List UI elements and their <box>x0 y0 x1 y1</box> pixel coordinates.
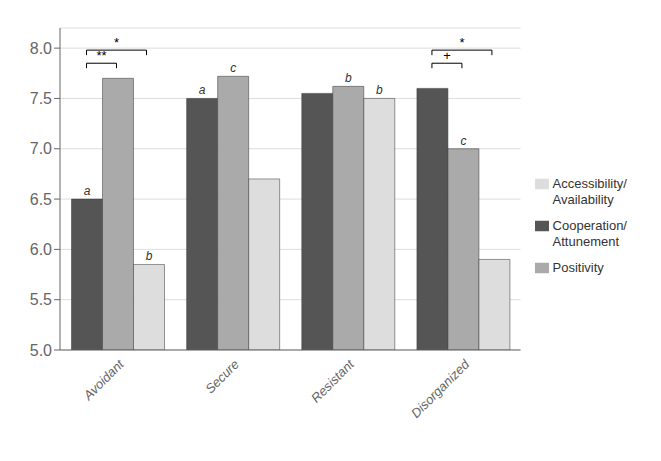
svg-text:*: * <box>459 35 464 50</box>
svg-text:b: b <box>376 83 383 97</box>
svg-text:*: * <box>114 35 119 50</box>
html-text:Positivity: Positivity <box>552 259 604 275</box>
svg-text:6.0: 6.0 <box>30 241 52 258</box>
svg-text:b: b <box>345 71 352 85</box>
svg-text:c: c <box>460 134 466 148</box>
svg-text:8.0: 8.0 <box>30 40 52 57</box>
svg-text:c: c <box>230 61 236 75</box>
svg-text:Disorganized: Disorganized <box>408 356 473 421</box>
svg-text:b: b <box>146 249 153 263</box>
svg-text:5.5: 5.5 <box>30 291 52 308</box>
svg-text:7.5: 7.5 <box>30 90 52 107</box>
svg-text:Resistant: Resistant <box>308 356 358 406</box>
svg-text:Avoidant: Avoidant <box>80 356 128 404</box>
svg-text:7.0: 7.0 <box>30 140 52 157</box>
svg-text:5.0: 5.0 <box>30 342 52 359</box>
html-text:Accessibility/ Availability: Accessibility/ Availability <box>552 175 627 207</box>
svg-text:Secure: Secure <box>202 357 242 397</box>
html-text:Cooperation/ Attunement: Cooperation/ Attunement <box>552 217 627 249</box>
svg-text:a: a <box>199 83 206 97</box>
svg-text:6.5: 6.5 <box>30 191 52 208</box>
svg-text:a: a <box>84 184 91 198</box>
